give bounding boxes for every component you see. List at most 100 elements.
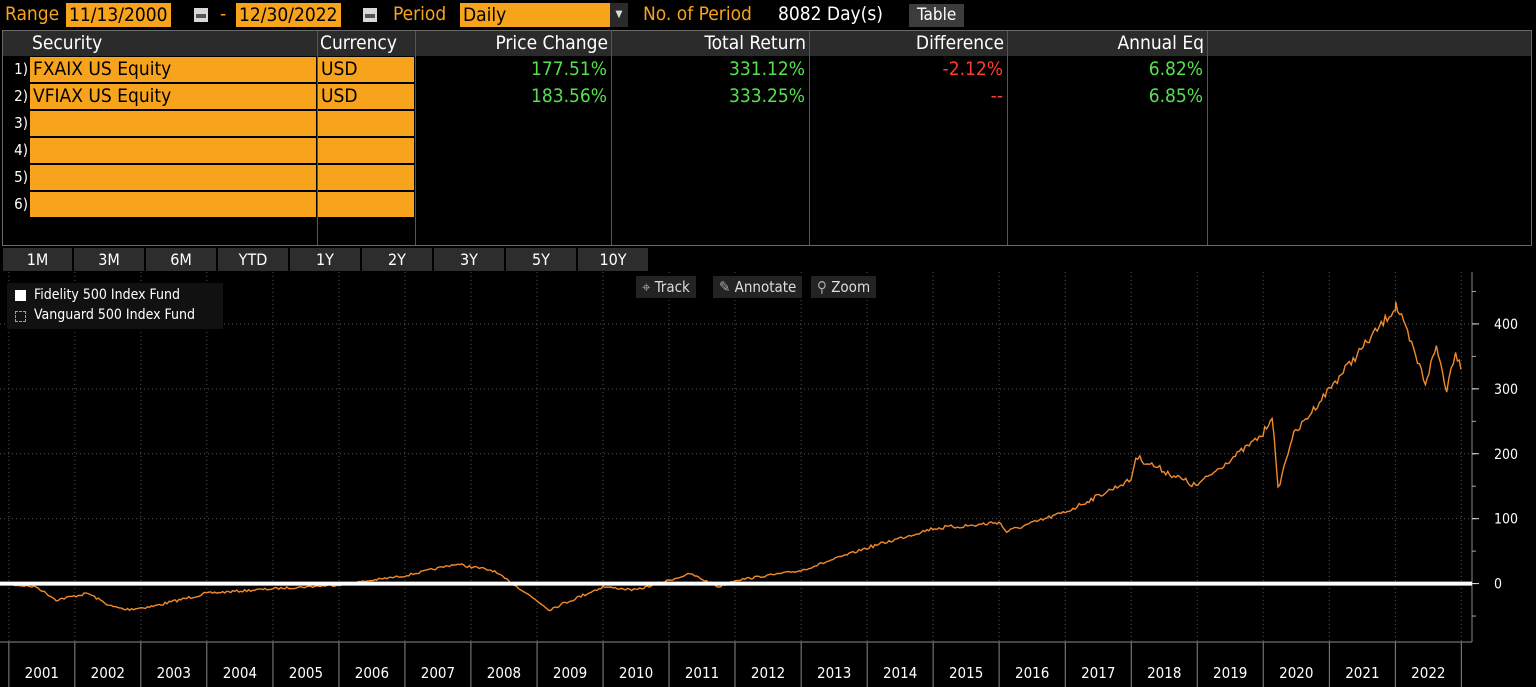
- dropdown-arrow-icon[interactable]: ▼: [610, 3, 628, 27]
- period-button-1m[interactable]: 1M: [3, 248, 72, 271]
- column-divider: [317, 31, 318, 245]
- pencil-icon: ✎: [719, 278, 731, 296]
- period-button-3m[interactable]: 3M: [74, 248, 144, 271]
- period-button-2y[interactable]: 2Y: [362, 248, 432, 271]
- x-tick-label: 2017: [1081, 664, 1115, 682]
- x-tick-label: 2008: [487, 664, 521, 682]
- row-number: 1): [14, 60, 28, 78]
- row-number: 4): [14, 141, 28, 159]
- currency-cell[interactable]: [318, 111, 414, 136]
- range-label: Range: [5, 3, 60, 25]
- annotate-tool[interactable]: ✎ Annotate: [713, 276, 803, 298]
- x-tick-label: 2001: [25, 664, 59, 682]
- period-button-5y[interactable]: 5Y: [506, 248, 576, 271]
- y-tick-label: 300: [1494, 382, 1518, 398]
- x-tick-label: 2005: [289, 664, 323, 682]
- annual-eq-value: 6.85%: [1148, 85, 1203, 107]
- total-return-value: 333.25%: [728, 85, 805, 107]
- legend-vanguard: Vanguard 500 Index Fund: [34, 307, 195, 323]
- row-number: 2): [14, 87, 28, 105]
- end-date-field[interactable]: 12/30/2022: [236, 3, 341, 27]
- price-change-value: 183.56%: [530, 85, 607, 107]
- zoom-tool[interactable]: ⚲ Zoom: [811, 276, 877, 298]
- y-tick-label: 100: [1494, 512, 1518, 528]
- price-change-value: 177.51%: [530, 58, 607, 80]
- currency-cell[interactable]: USD: [318, 57, 414, 82]
- header-annual-eq[interactable]: Annual Eq: [1117, 32, 1204, 54]
- orange-swatch-icon: [15, 311, 26, 322]
- column-divider: [415, 31, 416, 245]
- header-security[interactable]: Security: [32, 32, 103, 54]
- num-period-label: No. of Period: [643, 3, 752, 25]
- crosshair-icon: ⌖: [642, 278, 651, 296]
- y-tick-label: 200: [1494, 447, 1518, 463]
- num-period-value: 8082 Day(s): [778, 3, 883, 25]
- calendar-icon[interactable]: [363, 8, 377, 22]
- currency-cell[interactable]: [318, 165, 414, 190]
- x-tick-label: 2002: [91, 664, 125, 682]
- chart-legend: Fidelity 500 Index Fund Vanguard 500 Ind…: [7, 283, 223, 329]
- row-number: 3): [14, 114, 28, 132]
- x-tick-label: 2007: [421, 664, 455, 682]
- series-line-vanguard: [0, 301, 1462, 612]
- header-currency[interactable]: Currency: [320, 32, 397, 54]
- period-button-6m[interactable]: 6M: [146, 248, 216, 271]
- track-label: Track: [654, 278, 690, 296]
- x-tick-label: 2006: [355, 664, 389, 682]
- x-tick-label: 2004: [223, 664, 257, 682]
- currency-cell[interactable]: [318, 138, 414, 163]
- y-tick-label: 400: [1494, 317, 1518, 333]
- table-button[interactable]: Table: [909, 4, 965, 27]
- x-tick-label: 2020: [1279, 664, 1313, 682]
- legend-fidelity: Fidelity 500 Index Fund: [34, 287, 180, 303]
- period-label: Period: [393, 3, 447, 25]
- header-price-change[interactable]: Price Change: [495, 32, 608, 54]
- start-date-field[interactable]: 11/13/2000: [66, 3, 171, 27]
- x-tick-label: 2021: [1345, 664, 1379, 682]
- x-tick-label: 2011: [685, 664, 719, 682]
- magnifier-icon: ⚲: [817, 278, 827, 296]
- y-tick-label: 0: [1494, 577, 1502, 593]
- x-tick-label: 2010: [619, 664, 653, 682]
- x-tick-label: 2009: [553, 664, 587, 682]
- column-divider: [611, 31, 612, 245]
- row-number: 5): [14, 168, 28, 186]
- period-button-10y[interactable]: 10Y: [578, 248, 648, 271]
- x-tick-label: 2019: [1213, 664, 1247, 682]
- annual-eq-value: 6.82%: [1148, 58, 1203, 80]
- period-select[interactable]: Daily: [460, 3, 610, 27]
- difference-value: -2.12%: [942, 58, 1003, 80]
- column-divider: [1007, 31, 1008, 245]
- table-header-row: [3, 31, 1531, 56]
- securities-table: [2, 30, 1532, 246]
- x-tick-label: 2015: [949, 664, 983, 682]
- security-cell[interactable]: [30, 138, 316, 163]
- security-cell[interactable]: VFIAX US Equity: [30, 84, 316, 109]
- period-button-ytd[interactable]: YTD: [218, 248, 288, 271]
- column-divider: [1207, 31, 1208, 245]
- header-difference[interactable]: Difference: [915, 32, 1004, 54]
- white-swatch-icon: [15, 290, 26, 301]
- track-tool[interactable]: ⌖ Track: [636, 276, 696, 298]
- period-button-1y[interactable]: 1Y: [290, 248, 360, 271]
- currency-cell[interactable]: USD: [318, 84, 414, 109]
- column-divider: [809, 31, 810, 245]
- performance-chart[interactable]: 2001 2002 2003 2004 2005 2006 2007 2008 2009 2010…: [0, 272, 1536, 687]
- x-tick-label: 2013: [817, 664, 851, 682]
- currency-cell[interactable]: [318, 192, 414, 217]
- security-cell[interactable]: FXAIX US Equity: [30, 57, 316, 82]
- security-cell[interactable]: [30, 192, 316, 217]
- total-return-value: 331.12%: [728, 58, 805, 80]
- security-cell[interactable]: [30, 111, 316, 136]
- annotate-label: Annotate: [734, 278, 797, 296]
- header-total-return[interactable]: Total Return: [704, 32, 806, 54]
- security-cell[interactable]: [30, 165, 316, 190]
- difference-value: --: [990, 85, 1003, 107]
- x-tick-label: 2016: [1015, 664, 1049, 682]
- x-tick-label: 2014: [883, 664, 917, 682]
- row-number: 6): [14, 195, 28, 213]
- x-tick-label: 2022: [1411, 664, 1445, 682]
- period-button-3y[interactable]: 3Y: [434, 248, 504, 271]
- range-dash: -: [220, 3, 227, 25]
- calendar-icon[interactable]: [194, 8, 208, 22]
